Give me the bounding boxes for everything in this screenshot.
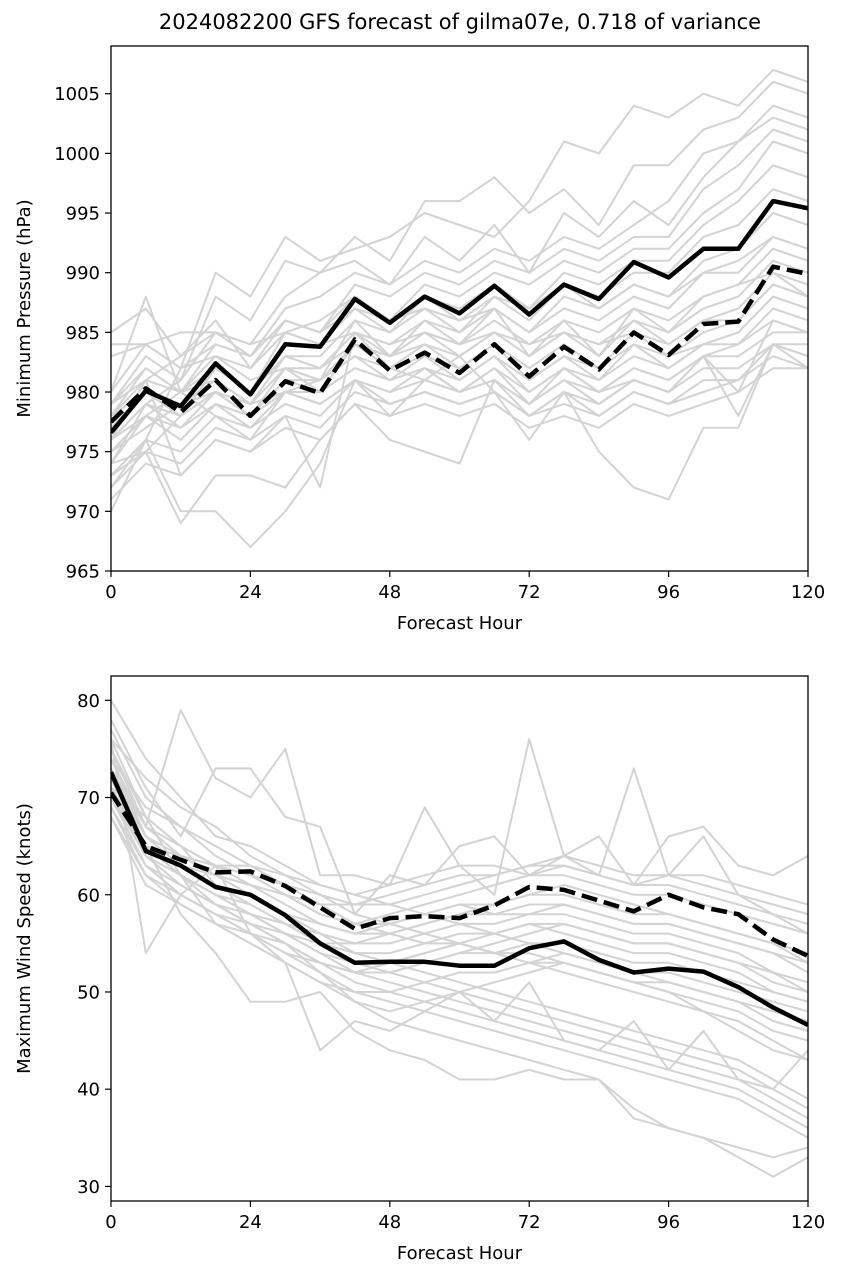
dashed-mean-line	[111, 264, 808, 424]
y-tick-label: 40	[77, 1080, 100, 1101]
ensemble-member-line	[111, 729, 808, 964]
y-tick-label: 30	[77, 1177, 100, 1198]
chart-title: 2024082200 GFS forecast of gilma07e, 0.7…	[158, 10, 762, 34]
ensemble-member-line	[111, 758, 808, 916]
y-axis-label: Maximum Wind Speed (knots)	[14, 803, 35, 1074]
y-tick-label: 975	[66, 442, 100, 463]
ensemble-member-line	[111, 343, 808, 549]
x-tick-label: 48	[378, 1212, 401, 1233]
y-axis-label: Minimum Pressure (hPa)	[14, 199, 35, 417]
dashed-mean-line	[111, 791, 808, 959]
plot-frame	[110, 675, 809, 1202]
y-tick-label: 970	[66, 502, 100, 523]
ensemble-member-line	[111, 787, 808, 984]
ensemble-member-line	[111, 816, 808, 1023]
ensemble-member-line	[111, 212, 808, 393]
y-tick-label: 50	[77, 982, 100, 1003]
y-tick-label: 60	[77, 885, 100, 906]
ensemble-member-line	[111, 331, 808, 489]
x-tick-label: 48	[378, 582, 401, 603]
x-tick-label: 96	[657, 1212, 680, 1233]
ensemble-member-line	[111, 796, 808, 1178]
ensemble-member-line	[111, 80, 808, 465]
ensemble-member-line	[111, 307, 808, 405]
ensemble-member-line	[111, 367, 808, 501]
solid-mean-line	[111, 771, 808, 1028]
ensemble-member-line	[111, 719, 808, 916]
x-tick-label: 120	[791, 1212, 825, 1233]
ensemble-member-line	[111, 796, 808, 906]
ensemble-member-line	[111, 709, 808, 935]
ensemble-member-line	[111, 767, 808, 925]
x-tick-label: 0	[105, 1212, 116, 1233]
x-axis-label: Forecast Hour	[397, 613, 523, 634]
x-tick-label: 24	[239, 1212, 262, 1233]
ensemble-member-line	[111, 164, 808, 417]
y-tick-label: 995	[66, 204, 100, 225]
ensemble-member-line	[111, 777, 808, 993]
ensemble-member-line	[111, 738, 808, 964]
x-tick-label: 24	[239, 582, 262, 603]
y-tick-label: 1005	[54, 84, 100, 105]
x-tick-label: 96	[657, 582, 680, 603]
y-tick-label: 1000	[54, 144, 100, 165]
x-axis-label: Forecast Hour	[397, 1243, 523, 1264]
ensemble-member-line	[111, 235, 808, 370]
ensemble-member-line	[111, 68, 808, 489]
ensemble-member-line	[111, 104, 808, 453]
ensemble-member-line	[111, 748, 808, 1110]
x-tick-label: 72	[518, 582, 541, 603]
x-tick-label: 0	[105, 582, 116, 603]
y-tick-label: 990	[66, 263, 100, 284]
y-tick-label: 70	[77, 788, 100, 809]
ensemble-member-line	[111, 787, 808, 1003]
ensemble-member-line	[111, 767, 808, 1159]
x-tick-label: 72	[518, 1212, 541, 1233]
y-tick-label: 80	[77, 691, 100, 712]
ensemble-member-line	[111, 319, 808, 525]
ensemble-member-line	[111, 355, 808, 417]
y-tick-label: 980	[66, 383, 100, 404]
x-tick-label: 120	[791, 582, 825, 603]
solid-mean-line	[111, 198, 808, 435]
y-tick-label: 965	[66, 562, 100, 583]
ensemble-member-line	[111, 738, 808, 1042]
plot-frame	[110, 45, 809, 572]
ensemble-member-line	[111, 128, 808, 405]
ensemble-member-line	[111, 295, 808, 393]
ensemble-member-line	[111, 283, 808, 346]
y-tick-label: 985	[66, 323, 100, 344]
ensemble-member-line	[111, 777, 808, 1100]
